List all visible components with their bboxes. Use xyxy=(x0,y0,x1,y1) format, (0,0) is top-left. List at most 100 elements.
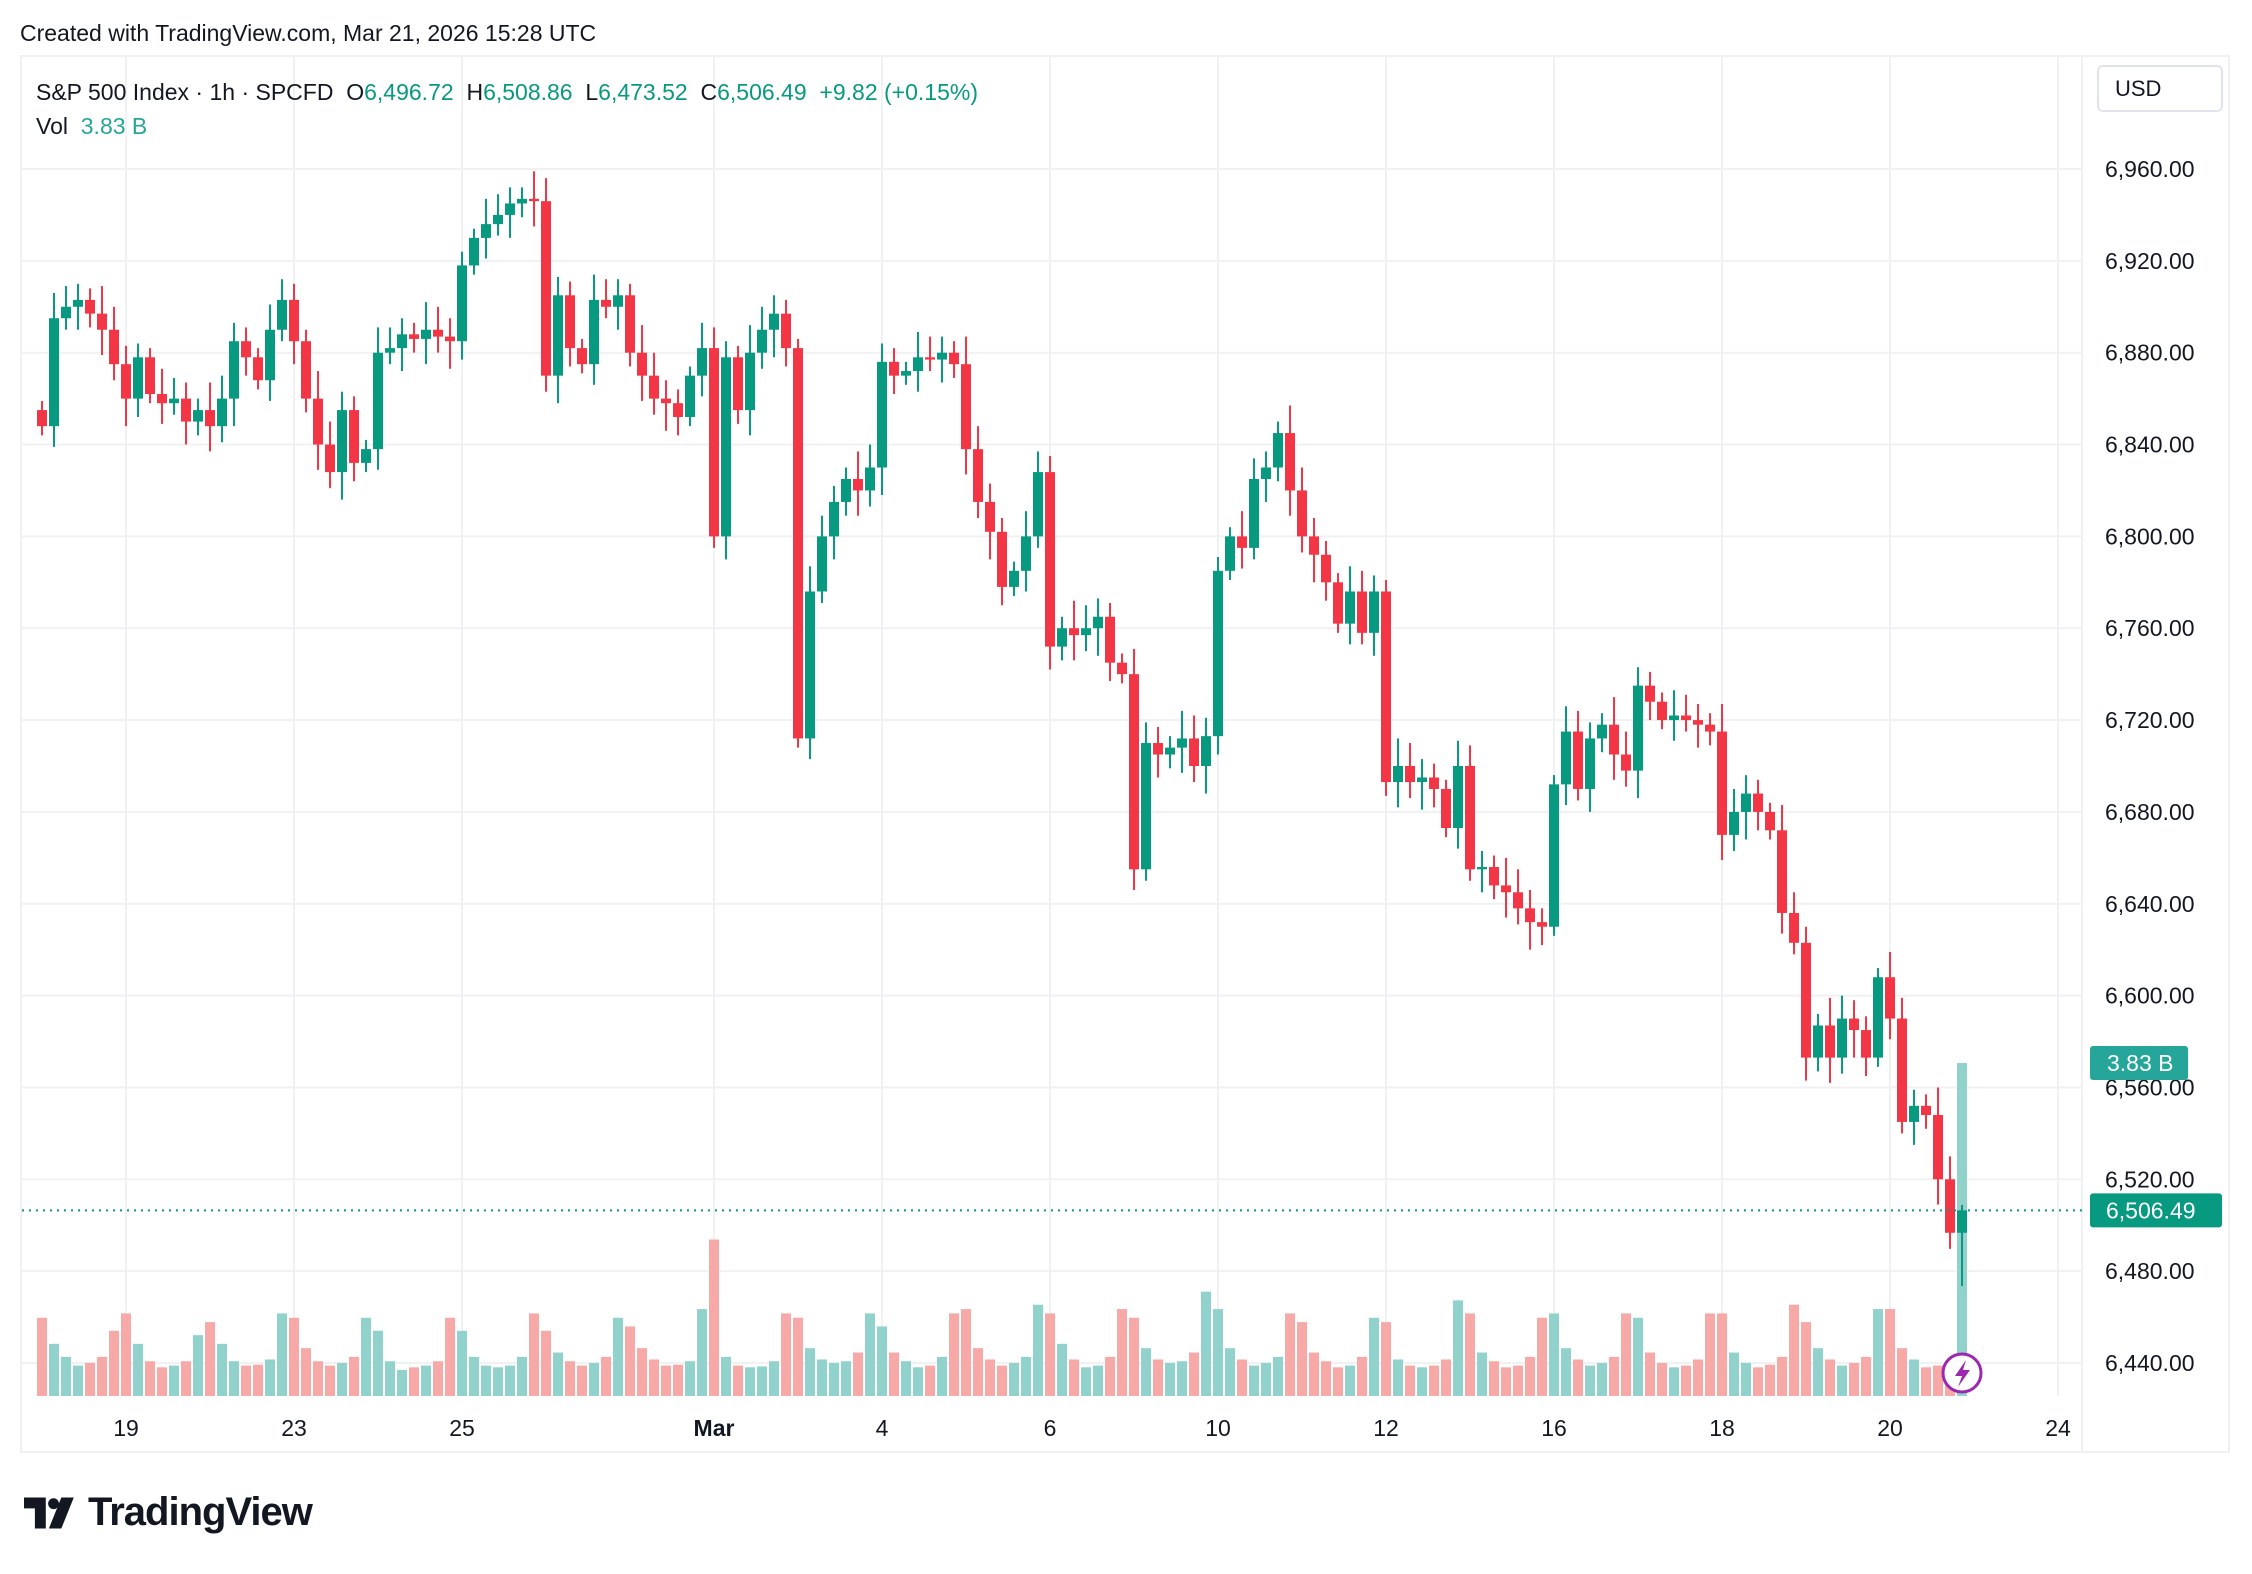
candle-body xyxy=(157,394,167,404)
volume-bar xyxy=(709,1239,719,1396)
volume-bar xyxy=(529,1313,539,1396)
volume-bar xyxy=(193,1335,203,1396)
tradingview-logo[interactable]: TradingView xyxy=(24,1490,313,1535)
candle-body xyxy=(1657,701,1667,721)
candle-body xyxy=(301,341,311,399)
x-tick-label: 18 xyxy=(1709,1415,1735,1441)
candle-body xyxy=(949,352,959,365)
x-tick-label: 6 xyxy=(1044,1415,1057,1441)
candle-body xyxy=(997,531,1007,587)
chart-pane[interactable] xyxy=(20,55,2230,1453)
volume-bar xyxy=(1165,1362,1175,1396)
volume-bar xyxy=(1609,1356,1619,1396)
volume-bar xyxy=(1621,1313,1631,1396)
candle-body xyxy=(1573,731,1583,789)
candle-body xyxy=(877,361,887,468)
candle-body xyxy=(1453,766,1463,828)
candle-body xyxy=(769,313,779,330)
volume-bar xyxy=(37,1317,47,1396)
candle-body xyxy=(349,410,359,463)
candle-body xyxy=(829,501,839,537)
candle-body xyxy=(685,375,695,417)
volume-bar xyxy=(1429,1365,1439,1396)
y-tick-label: 6,760.00 xyxy=(2105,615,2195,641)
volume-bar xyxy=(541,1330,551,1396)
candle-body xyxy=(469,237,479,266)
volume-bar xyxy=(1225,1348,1235,1396)
volume-bar xyxy=(1669,1367,1679,1396)
volume-bar xyxy=(1141,1348,1151,1396)
candle-body xyxy=(1381,591,1391,783)
volume-bar xyxy=(1825,1359,1835,1396)
candle-body xyxy=(1285,433,1295,491)
volume-bar xyxy=(1717,1313,1727,1396)
volume-bar xyxy=(469,1356,479,1396)
volume-bar xyxy=(133,1343,143,1396)
volume-label: Vol xyxy=(36,113,68,139)
candle-body xyxy=(1621,754,1631,771)
chart-legend: S&P 500 Index · 1h · SPCFD O6,496.72 H6,… xyxy=(36,75,978,143)
volume-bar xyxy=(913,1367,923,1396)
volume-row: Vol 3.83 B xyxy=(36,109,978,143)
volume-bar xyxy=(265,1359,275,1396)
volume-bar xyxy=(1681,1365,1691,1396)
candle-body xyxy=(1729,811,1739,835)
volume-bar xyxy=(1897,1348,1907,1396)
volume-bar xyxy=(385,1361,395,1396)
volume-bar xyxy=(1597,1362,1607,1396)
volume-bar xyxy=(1453,1300,1463,1396)
candle-body xyxy=(37,410,47,427)
volume-bar xyxy=(1117,1309,1127,1396)
volume-bar xyxy=(337,1362,347,1396)
candle-body xyxy=(181,398,191,422)
candle-body xyxy=(1261,467,1271,479)
volume-bar xyxy=(217,1343,227,1396)
volume-bar xyxy=(1705,1313,1715,1396)
symbol-title[interactable]: S&P 500 Index · 1h · SPCFD xyxy=(36,79,334,105)
volume-bar xyxy=(1837,1365,1847,1396)
candle-body xyxy=(1693,720,1703,725)
volume-bar xyxy=(1465,1313,1475,1396)
candle-body xyxy=(1897,1018,1907,1122)
volume-bar xyxy=(985,1359,995,1396)
volume-bar xyxy=(1417,1367,1427,1396)
candle-body xyxy=(1849,1018,1859,1031)
volume-bar xyxy=(1081,1367,1091,1396)
candle-body xyxy=(1945,1179,1955,1233)
candle-body xyxy=(1885,977,1895,1019)
volume-bar xyxy=(1261,1362,1271,1396)
candle-body xyxy=(421,329,431,339)
low-label: L xyxy=(585,79,599,105)
x-tick-label: Mar xyxy=(694,1415,735,1441)
volume-bar xyxy=(697,1309,707,1396)
candle-body xyxy=(661,398,671,404)
candle-body xyxy=(493,214,503,225)
candle-body xyxy=(1417,777,1427,783)
candle-body xyxy=(589,299,599,365)
lightning-icon[interactable] xyxy=(1941,1352,1983,1394)
candle-body xyxy=(961,364,971,450)
candle-body xyxy=(433,329,443,337)
volume-bar xyxy=(1069,1359,1079,1396)
volume-bar xyxy=(1885,1309,1895,1396)
x-tick-label: 10 xyxy=(1205,1415,1231,1441)
volume-bar xyxy=(1273,1356,1283,1396)
y-tick-label: 6,840.00 xyxy=(2105,432,2195,458)
candle-body xyxy=(1705,724,1715,732)
candle-body xyxy=(1117,662,1127,675)
volume-bar xyxy=(1909,1359,1919,1396)
candle-body xyxy=(205,410,215,427)
volume-bar xyxy=(949,1313,959,1396)
volume-bar xyxy=(1033,1304,1043,1396)
candle-body xyxy=(1357,591,1367,633)
volume-bar xyxy=(1477,1352,1487,1396)
currency-button[interactable]: USD xyxy=(2097,65,2223,112)
candle-body xyxy=(217,398,227,427)
candle-body xyxy=(361,449,371,463)
candle-body xyxy=(1537,922,1547,927)
volume-bar xyxy=(1633,1317,1643,1396)
candle-body xyxy=(1393,766,1403,783)
volume-bar xyxy=(505,1365,515,1396)
candle-body xyxy=(1093,616,1103,629)
